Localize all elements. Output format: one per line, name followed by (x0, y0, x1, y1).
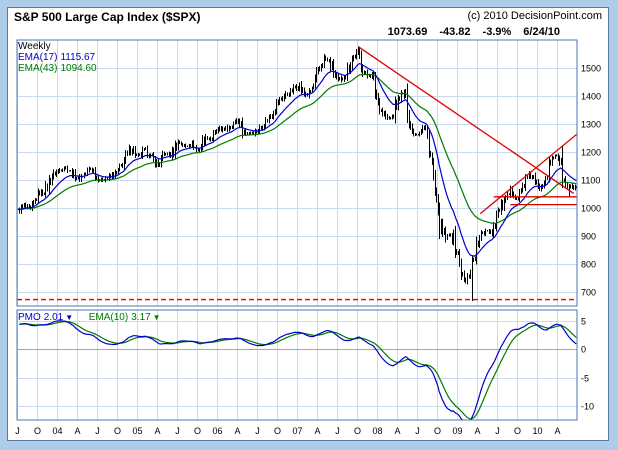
pmo-axis-labels: 5 0 -5 -10 (581, 317, 594, 412)
price-change: -43.82 (439, 26, 471, 38)
pmo-ema10-value: 3.17 (131, 312, 151, 323)
pmo-value: 2.01 (43, 312, 64, 323)
pmo-label: PMO (18, 312, 41, 323)
ema17-value: 1115.67 (60, 52, 96, 63)
svg-text:1200: 1200 (581, 148, 601, 158)
x-axis-labels: J O 04 A J O 05 A J O 06 A J O 07 A J O 08 A J O 09 A J O 10 A (15, 426, 560, 436)
svg-text:O: O (514, 426, 521, 436)
header: S&P 500 Large Cap Index ($SPX) (c) 2010 … (8, 8, 608, 26)
svg-text:700: 700 (581, 288, 596, 298)
svg-text:J: J (95, 426, 100, 436)
quote-row: 1073.69 -43.82 -3.9% 6/24/10 (8, 26, 608, 39)
svg-text:5: 5 (581, 317, 586, 327)
svg-text:A: A (74, 426, 80, 436)
svg-text:A: A (154, 426, 160, 436)
chart-panel: S&P 500 Large Cap Index ($SPX) (c) 2010 … (7, 7, 609, 441)
svg-text:1500: 1500 (581, 64, 601, 74)
ema43-legend: EMA(43) 1094.60 (18, 63, 97, 74)
ema17-label: EMA(17) (18, 52, 58, 63)
svg-text:10: 10 (532, 426, 542, 436)
svg-text:A: A (554, 426, 560, 436)
trendline-annotations (17, 46, 577, 301)
svg-text:A: A (234, 426, 240, 436)
svg-text:O: O (194, 426, 201, 436)
copyright-text: (c) 2010 DecisionPoint.com (467, 10, 602, 22)
plot-borders (16, 39, 578, 421)
svg-text:08: 08 (372, 426, 382, 436)
price-axis-labels: 700 800 900 1000 1100 1200 1300 1400 1500 (581, 64, 601, 298)
price-pmo-chart: 700 800 900 1000 1100 1200 1300 1400 1500 5 0 -5 -1… (15, 39, 601, 436)
svg-text:1400: 1400 (581, 92, 601, 102)
ema43-value: 1094.60 (60, 63, 97, 74)
svg-text:1300: 1300 (581, 120, 601, 130)
svg-text:09: 09 (452, 426, 462, 436)
svg-text:J: J (335, 426, 340, 436)
pmo-ema10-trend-arrow-icon: ▼ (152, 313, 161, 322)
svg-text:O: O (354, 426, 361, 436)
svg-text:-5: -5 (581, 374, 589, 384)
svg-text:O: O (274, 426, 281, 436)
pmo-ema10-label: EMA(10) (88, 312, 129, 323)
chart-area: 700 800 900 1000 1100 1200 1300 1400 1500 5 0 -5 -1… (11, 38, 607, 442)
svg-text:04: 04 (52, 426, 62, 436)
pmo-label-group: PMO 2.01 ▼ (18, 312, 76, 323)
svg-text:0: 0 (581, 345, 586, 355)
svg-text:07: 07 (292, 426, 302, 436)
pmo-legend: PMO 2.01 ▼ EMA(10) 3.17 ▼ (18, 312, 161, 323)
last-price: 1073.69 (387, 26, 428, 38)
ema-lines (17, 62, 577, 257)
svg-text:06: 06 (212, 426, 222, 436)
svg-text:J: J (255, 426, 260, 436)
svg-text:J: J (15, 426, 20, 436)
price-legend: Weekly EMA(17) 1115.67 EMA(43) 1094.60 (18, 41, 97, 74)
quote-date: 6/24/10 (523, 26, 560, 38)
svg-text:900: 900 (581, 232, 596, 242)
ema43-label: EMA(43) (18, 63, 58, 74)
svg-text:A: A (314, 426, 320, 436)
grid (17, 40, 577, 420)
svg-text:J: J (495, 426, 500, 436)
price-change-pct: -3.9% (482, 26, 512, 38)
svg-text:1100: 1100 (581, 176, 600, 186)
svg-text:O: O (114, 426, 121, 436)
svg-text:1000: 1000 (581, 204, 601, 214)
pmo-lines (19, 320, 577, 420)
svg-text:A: A (474, 426, 480, 436)
svg-text:O: O (434, 426, 441, 436)
svg-text:05: 05 (132, 426, 142, 436)
pmo-trend-arrow-icon: ▼ (65, 313, 74, 322)
ema17-legend: EMA(17) 1115.67 (18, 52, 97, 63)
svg-text:J: J (175, 426, 180, 436)
timeframe-label: Weekly (18, 41, 51, 52)
svg-text:A: A (394, 426, 400, 436)
page-title: S&P 500 Large Cap Index ($SPX) (14, 10, 201, 24)
pmo-ema10-label-group: EMA(10) 3.17 ▼ (89, 312, 161, 323)
svg-text:800: 800 (581, 260, 596, 270)
svg-text:O: O (34, 426, 41, 436)
svg-text:-10: -10 (581, 402, 594, 412)
svg-text:J: J (415, 426, 420, 436)
